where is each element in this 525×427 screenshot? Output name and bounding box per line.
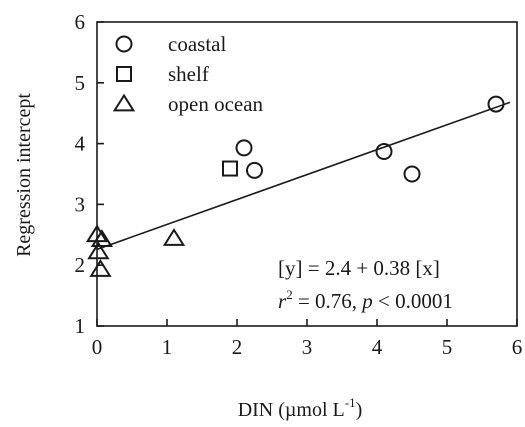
regression-stats: r2 = 0.76, p < 0.0001 — [278, 287, 453, 313]
legend-coastal-label: coastal — [168, 32, 226, 56]
coastal-point — [235, 139, 253, 157]
r-superscript: 2 — [286, 287, 293, 302]
legend-open-ocean-label: open ocean — [168, 92, 264, 116]
x-axis-ticks: 0 1 2 3 4 5 6 — [92, 319, 523, 359]
x-tick-label: 1 — [162, 335, 173, 359]
coastal-point — [375, 143, 393, 161]
x-tick-label: 4 — [372, 335, 383, 359]
p-variable: p — [360, 289, 373, 313]
legend-open-ocean-marker — [112, 93, 136, 112]
legend-shelf-label: shelf — [168, 62, 209, 86]
y-tick-label: 4 — [75, 132, 86, 156]
y-axis-title: Regression intercept — [13, 93, 35, 257]
r-variable: r — [278, 289, 287, 313]
data-points — [85, 95, 505, 277]
y-tick-label: 2 — [75, 253, 86, 277]
p-value: < 0.0001 — [373, 289, 453, 313]
coastal-point — [487, 95, 505, 113]
coastal-point — [246, 161, 263, 179]
open-ocean-point — [85, 224, 109, 243]
legend-shelf-marker — [116, 66, 132, 82]
y-tick-label: 1 — [75, 314, 86, 338]
y-tick-label: 5 — [75, 71, 86, 95]
legend-coastal-marker — [115, 35, 133, 53]
regression-line — [96, 101, 511, 251]
r-value: = 0.76, — [293, 289, 363, 313]
x-tick-label: 3 — [302, 335, 313, 359]
x-tick-label: 2 — [232, 335, 243, 359]
open-ocean-point — [90, 229, 114, 248]
y-tick-label: 6 — [75, 10, 86, 34]
shelf-point — [222, 160, 238, 177]
coastal-point — [403, 165, 421, 183]
y-axis-ticks: 1 2 3 4 5 6 — [75, 10, 104, 338]
y-tick-label: 3 — [75, 192, 86, 216]
regression-line-group — [96, 101, 511, 251]
x-axis-title-suffix: ) — [356, 399, 363, 421]
open-ocean-point — [89, 259, 112, 277]
open-ocean-point — [162, 228, 186, 246]
x-axis-title-superscript: -1 — [345, 395, 356, 410]
legend: coastal shelf open ocean — [112, 32, 264, 116]
x-tick-label: 6 — [512, 335, 523, 359]
x-tick-label: 0 — [92, 335, 103, 359]
x-tick-label: 5 — [442, 335, 453, 359]
regression-equation: [y] = 2.4 + 0.38 [x] — [278, 256, 440, 280]
open-ocean-point — [87, 241, 110, 260]
x-axis-title: DIN (µmol L-1) — [238, 395, 363, 421]
